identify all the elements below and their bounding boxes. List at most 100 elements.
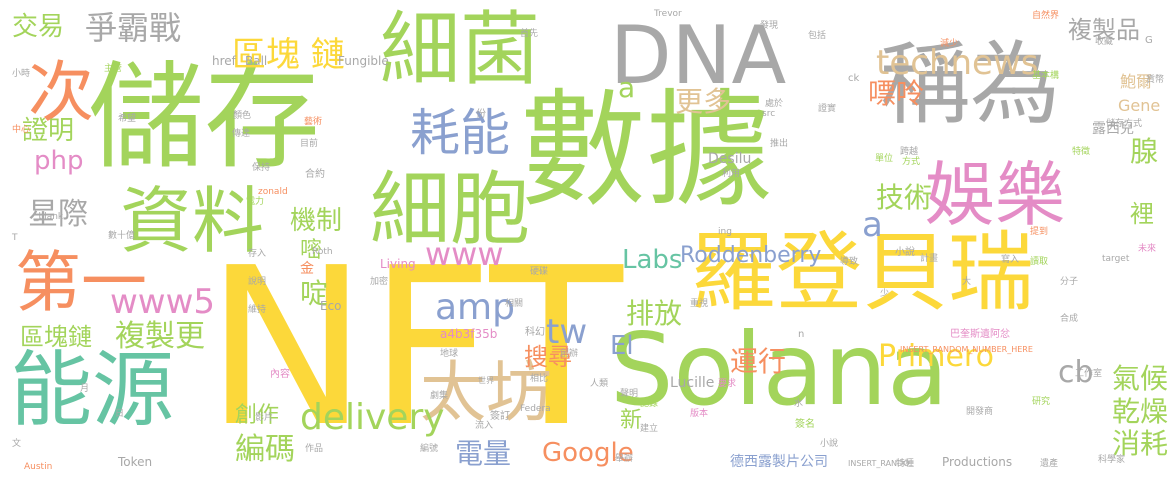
cloud-word: 露西兒 — [1092, 121, 1134, 137]
cloud-word: C — [1010, 87, 1017, 97]
cloud-word: 裡 — [1130, 200, 1154, 228]
cloud-word: 利用 — [722, 169, 741, 179]
cloud-word: 流入 — [475, 421, 494, 431]
cloud-word: Roddenberry — [680, 243, 822, 268]
cloud-word: 第一 — [15, 244, 147, 321]
cloud-word: 小說 — [895, 247, 915, 258]
cloud-word: 電力 — [246, 197, 265, 207]
cloud-word: 發現 — [760, 21, 779, 31]
cloud-word: 傳達 — [232, 129, 251, 139]
cloud-word: target — [1102, 254, 1130, 264]
cloud-word: 貨幣 — [1146, 75, 1165, 85]
cloud-word: 電量 — [455, 437, 512, 470]
cloud-word: 創作 — [235, 403, 280, 428]
cloud-word: Token — [118, 455, 153, 469]
cloud-word: 耗能 — [410, 104, 510, 162]
cloud-word: 創辦 — [560, 349, 579, 359]
cloud-word: 金 — [300, 261, 314, 277]
cloud-word: 太坊 — [420, 354, 552, 431]
cloud-word: Labs — [622, 245, 683, 275]
cloud-word: Austin — [24, 462, 53, 472]
cloud-word: 遺產 — [1040, 459, 1059, 469]
cloud-word: 人類 — [590, 379, 609, 389]
cloud-word: 特種 — [896, 459, 915, 469]
cloud-word: 啶 — [300, 277, 329, 310]
cloud-word: Lucille — [670, 375, 715, 391]
cloud-word: 嘧 — [300, 238, 323, 263]
cloud-word: 新 — [620, 408, 643, 433]
cloud-word: 證明 — [22, 116, 75, 146]
cloud-word: 交易 — [12, 12, 65, 42]
cloud-word: a4b3f35b — [440, 327, 498, 341]
cloud-word: INSERT_RANDO — [848, 459, 910, 468]
cloud-word: 鮑爾 — [1120, 72, 1153, 91]
cloud-word: n — [798, 329, 805, 340]
cloud-word: 區塊鏈 — [20, 323, 92, 351]
cloud-word: 區塊 鏈 — [232, 35, 345, 75]
cloud-word: 存入 — [248, 249, 267, 259]
cloud-word: 文 — [12, 439, 22, 449]
cloud-word: Living — [380, 257, 416, 271]
cloud-word: 複製品 — [1068, 16, 1140, 44]
cloud-word: G — [1145, 35, 1153, 46]
cloud-word: 水 — [794, 399, 804, 409]
cloud-word: 搜尋 — [524, 343, 572, 371]
cloud-word: 方式 — [902, 157, 921, 167]
cloud-word: 小時 — [12, 69, 31, 79]
cloud-word: 編碼 — [235, 432, 295, 467]
cloud-word: 儲存方式 — [1106, 119, 1143, 129]
cloud-word: T — [12, 233, 18, 243]
cloud-word: amp — [435, 287, 515, 328]
cloud-word: Trevor — [654, 9, 682, 19]
cloud-word: 月 — [80, 384, 90, 394]
cloud-word: 未來 — [1138, 244, 1157, 254]
cloud-word: 相比 — [530, 374, 549, 384]
cloud-word: ing — [718, 227, 732, 237]
cloud-word: 數據 — [520, 77, 772, 224]
cloud-word: _blank — [34, 212, 64, 222]
cloud-word: 運行 — [730, 345, 787, 378]
cloud-word: 細胞 — [370, 163, 530, 256]
cloud-word: 儲存 — [88, 50, 320, 185]
cloud-word: Fungible — [338, 54, 389, 68]
cloud-word: Ball — [245, 54, 268, 68]
cloud-word: 影片 — [255, 413, 274, 423]
cloud-word: 簽訂 — [490, 411, 510, 422]
cloud-word: 簽名 — [795, 419, 815, 430]
cloud-word: 合約 — [305, 169, 325, 180]
cloud-word: 記錄 — [640, 399, 659, 409]
cloud-word: Eco — [320, 299, 342, 313]
cloud-word: technews — [876, 43, 1039, 83]
cloud-word: Federa — [520, 404, 551, 414]
cloud-word: 星際 — [28, 197, 88, 232]
cloud-word: 要求 — [718, 379, 737, 389]
cloud-word: 主管 — [104, 64, 123, 74]
cloud-word: 巴奎斯遺阿忿 — [950, 329, 1010, 340]
cloud-word: 寫入 — [1001, 255, 1020, 265]
cloud-word: 德西露製片公司 — [730, 454, 828, 470]
cloud-word: Solana — [610, 311, 949, 428]
cloud-word: 包括 — [808, 31, 827, 41]
cloud-word: 編號 — [420, 444, 439, 454]
cloud-word: 科幻 — [525, 327, 545, 338]
cloud-word: 氣候 — [1112, 362, 1169, 395]
cloud-word: 乾燥 — [1112, 395, 1169, 428]
cloud-word: 處於 — [765, 99, 784, 109]
cloud-word: 機制 — [290, 206, 343, 236]
cloud-word: 中心 — [12, 125, 31, 135]
cloud-word: a — [862, 205, 883, 245]
cloud-word: DNA — [610, 9, 787, 102]
cloud-word: 嘌呤 — [868, 77, 925, 110]
cloud-word: 羅登貝瑞 — [690, 223, 1034, 323]
cloud-word: ck — [848, 73, 860, 84]
cloud-word: 舉辦 — [615, 454, 634, 464]
cloud-word: 分子 — [1060, 277, 1079, 287]
cloud-word: 版本 — [690, 409, 709, 419]
cloud-word: 單位 — [875, 154, 894, 164]
cloud-word: 計畫 — [920, 254, 939, 264]
cloud-word: cb — [1058, 355, 1094, 390]
cloud-word: 大 — [962, 277, 972, 287]
cloud-word: 工作室 — [1075, 369, 1103, 379]
cloud-word: 爭霸戰 — [85, 9, 182, 47]
